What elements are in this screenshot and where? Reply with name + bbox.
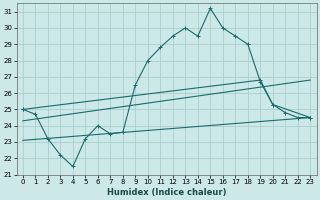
X-axis label: Humidex (Indice chaleur): Humidex (Indice chaleur) — [107, 188, 226, 197]
